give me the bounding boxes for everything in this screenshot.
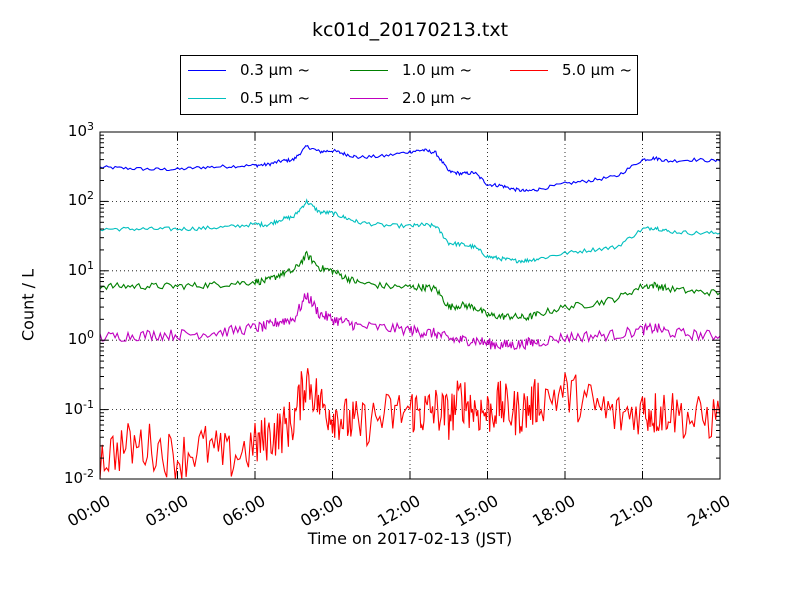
y-axis-label: Count / L bbox=[18, 269, 38, 341]
legend-label-5.0um: 5.0 μm ~ bbox=[562, 61, 633, 79]
y-tick-base: 10 bbox=[67, 260, 87, 279]
series-line-0.5um bbox=[99, 198, 721, 264]
y-tick-exponent: 1 bbox=[87, 258, 94, 272]
y-tick-base: 10 bbox=[67, 191, 87, 210]
y-tick-base: 10 bbox=[63, 469, 84, 487]
y-tick-label: 10-2 bbox=[34, 467, 94, 487]
series-line-1.0um bbox=[99, 250, 721, 322]
legend-swatch-5.0um bbox=[510, 70, 548, 71]
grid-lines bbox=[100, 132, 720, 479]
chart-title: kc01d_20170213.txt bbox=[311, 19, 509, 41]
y-tick-exponent: -1 bbox=[83, 397, 94, 411]
x-axis-label: Time on 2017-02-13 (JST) bbox=[307, 529, 513, 548]
y-tick-exponent: 2 bbox=[87, 189, 94, 203]
y-tick-label: 103 bbox=[34, 120, 94, 140]
y-tick-base: 10 bbox=[67, 330, 87, 349]
y-tick-exponent: 0 bbox=[87, 328, 94, 342]
series-line-5.0um bbox=[99, 368, 721, 480]
y-tick-label: 102 bbox=[34, 189, 94, 209]
y-tick-label: 10-1 bbox=[34, 398, 94, 418]
legend: 0.3 μm ~ 1.0 μm ~ 5.0 μm ~ 0.5 μm ~ 2.0 … bbox=[180, 55, 638, 115]
legend-label-2.0um: 2.0 μm ~ bbox=[402, 89, 473, 107]
series-line-0.3um bbox=[99, 144, 721, 193]
y-tick-base: 10 bbox=[63, 399, 84, 418]
legend-swatch-1.0um bbox=[350, 70, 388, 71]
y-tick-label: 101 bbox=[34, 259, 94, 279]
tick-marks bbox=[99, 131, 721, 480]
legend-label-0.5um: 0.5 μm ~ bbox=[240, 89, 311, 107]
y-tick-exponent: -2 bbox=[83, 467, 94, 480]
legend-swatch-2.0um bbox=[350, 98, 388, 99]
legend-swatch-0.5um bbox=[188, 98, 226, 99]
legend-swatch-0.3um bbox=[188, 70, 226, 71]
series-lines bbox=[99, 144, 721, 480]
y-tick-exponent: 3 bbox=[87, 120, 94, 133]
legend-label-1.0um: 1.0 μm ~ bbox=[402, 61, 473, 79]
y-tick-label: 100 bbox=[34, 328, 94, 348]
series-line-2.0um bbox=[99, 292, 721, 351]
y-tick-base: 10 bbox=[67, 122, 87, 140]
legend-label-0.3um: 0.3 μm ~ bbox=[240, 61, 311, 79]
